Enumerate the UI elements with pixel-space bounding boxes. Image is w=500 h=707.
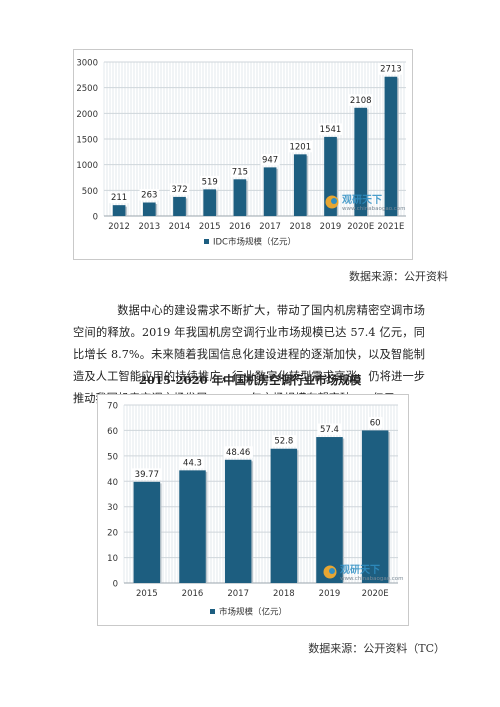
- x-tick-label: 2021E: [377, 222, 404, 232]
- data-label-bg: [378, 63, 404, 75]
- data-label: 211: [111, 193, 127, 203]
- bar: [361, 430, 389, 583]
- bar: [142, 202, 156, 216]
- data-label-bg: [348, 94, 373, 106]
- x-tick-label: 2017: [227, 589, 249, 599]
- bar: [233, 179, 247, 216]
- y-tick-label: 40: [107, 478, 118, 488]
- y-tick-label: 30: [107, 503, 118, 513]
- bar: [263, 167, 277, 216]
- chart2-source: 数据来源：公开资料（TC）: [308, 642, 445, 655]
- x-tick-label: 2018: [289, 222, 311, 232]
- x-tick-label: 2019: [320, 222, 342, 232]
- y-tick-label: 2000: [76, 110, 98, 120]
- server-room-ac-market-chart-svg: 0 10 20 30 40 50 60 70 39.77 2015 44.3 2016 48.46 201…: [107, 402, 403, 618]
- data-label: 372: [171, 185, 187, 195]
- bar: [384, 76, 398, 216]
- x-tick-label: 2020E: [347, 222, 374, 232]
- data-label: 519: [202, 177, 218, 187]
- y-tick-label: 1000: [76, 161, 98, 171]
- bar: [112, 205, 126, 216]
- bar: [270, 448, 298, 583]
- x-tick-label: 2012: [108, 222, 130, 232]
- data-label-bg: [271, 435, 297, 447]
- watermark-brand: 观研天下: [340, 564, 380, 576]
- bar: [179, 470, 206, 583]
- y-tick-label: 3000: [76, 59, 98, 69]
- data-label: 44.3: [183, 458, 202, 468]
- legend-swatch: [204, 239, 209, 244]
- bar: [203, 189, 217, 216]
- bar: [133, 481, 161, 583]
- bar: [293, 154, 307, 216]
- data-label-bg: [368, 416, 383, 429]
- watermark-brand: 观研天下: [342, 194, 382, 206]
- data-label: 57.4: [320, 425, 339, 435]
- y-tick-label: 2500: [76, 84, 98, 94]
- idc-market-chart: 0 500 1000 1500 2000 2500 3000 211 2012 263 2013 37…: [73, 49, 413, 260]
- watermark-url: www.chinabaogao.com: [342, 206, 405, 212]
- bar: [173, 196, 186, 216]
- data-label-bg: [223, 446, 253, 458]
- y-tick-label: 20: [107, 529, 118, 539]
- data-label: 263: [141, 190, 157, 200]
- data-label: 2713: [380, 65, 402, 75]
- data-label: 52.8: [274, 437, 293, 447]
- x-tick-label: 2015: [199, 222, 221, 232]
- data-label-bg: [169, 183, 190, 195]
- data-label-bg: [180, 456, 205, 469]
- legend-label: 市场规模（亿元）: [219, 607, 287, 618]
- bar: [354, 107, 368, 216]
- data-label: 1541: [320, 125, 342, 135]
- data-label: 2108: [350, 96, 372, 106]
- chart2-title: 2015-2020 年中国机房空调行业市场规模: [138, 373, 362, 387]
- data-label-bg: [139, 188, 159, 201]
- idc-market-chart-svg: 0 500 1000 1500 2000 2500 3000 211 2012 263 2013 37…: [76, 59, 406, 248]
- body-paragraph-text: 数据中心的建设需求不断扩大，带动了国内机房精密空调市场空间的释放。2019 年我…: [73, 304, 425, 405]
- chart1-source: 数据来源：公开资料: [349, 270, 448, 283]
- data-label-bg: [132, 468, 162, 480]
- y-tick-label: 0: [113, 580, 118, 590]
- data-label-bg: [230, 165, 250, 178]
- server-room-ac-market-chart: 0 10 20 30 40 50 60 70 39.77 2015 44.3 2016 48.46 201…: [97, 394, 409, 626]
- data-label: 39.77: [135, 470, 159, 480]
- data-label-bg: [200, 175, 220, 188]
- data-label: 947: [262, 155, 278, 165]
- bar: [224, 459, 252, 583]
- x-tick-label: 2017: [259, 222, 281, 232]
- watermark-logo-dot: [329, 568, 335, 574]
- x-tick-label: 2013: [138, 222, 160, 232]
- x-tick-label: 2014: [169, 222, 191, 232]
- x-tick-label: 2020E: [362, 589, 389, 599]
- data-label-bg: [318, 123, 343, 135]
- legend-label: IDC市场规模（亿元）: [213, 237, 296, 248]
- x-tick-label: 2018: [273, 589, 295, 599]
- watermark-logo-dot: [331, 198, 337, 204]
- data-label-bg: [288, 140, 313, 153]
- y-tick-label: 500: [82, 187, 98, 197]
- x-tick-label: 2015: [136, 589, 158, 599]
- data-label-bg: [317, 423, 342, 436]
- data-label: 1201: [289, 142, 311, 152]
- data-label: 48.46: [226, 448, 250, 458]
- x-tick-label: 2016: [182, 589, 204, 599]
- y-tick-label: 70: [107, 402, 118, 412]
- y-tick-label: 60: [107, 427, 118, 437]
- data-label: 715: [232, 167, 248, 177]
- bar: [316, 437, 343, 583]
- y-tick-label: 1500: [76, 136, 98, 146]
- data-label: 60: [370, 418, 381, 428]
- watermark-url: www.chinabaogao.com: [340, 576, 403, 582]
- x-tick-label: 2019: [319, 589, 341, 599]
- data-label-bg: [260, 153, 280, 166]
- data-label-bg: [109, 191, 129, 204]
- y-tick-label: 50: [107, 452, 118, 462]
- y-tick-label: 10: [107, 554, 118, 564]
- x-tick-label: 2016: [229, 222, 251, 232]
- y-tick-label: 0: [93, 213, 98, 223]
- legend-swatch: [210, 609, 215, 614]
